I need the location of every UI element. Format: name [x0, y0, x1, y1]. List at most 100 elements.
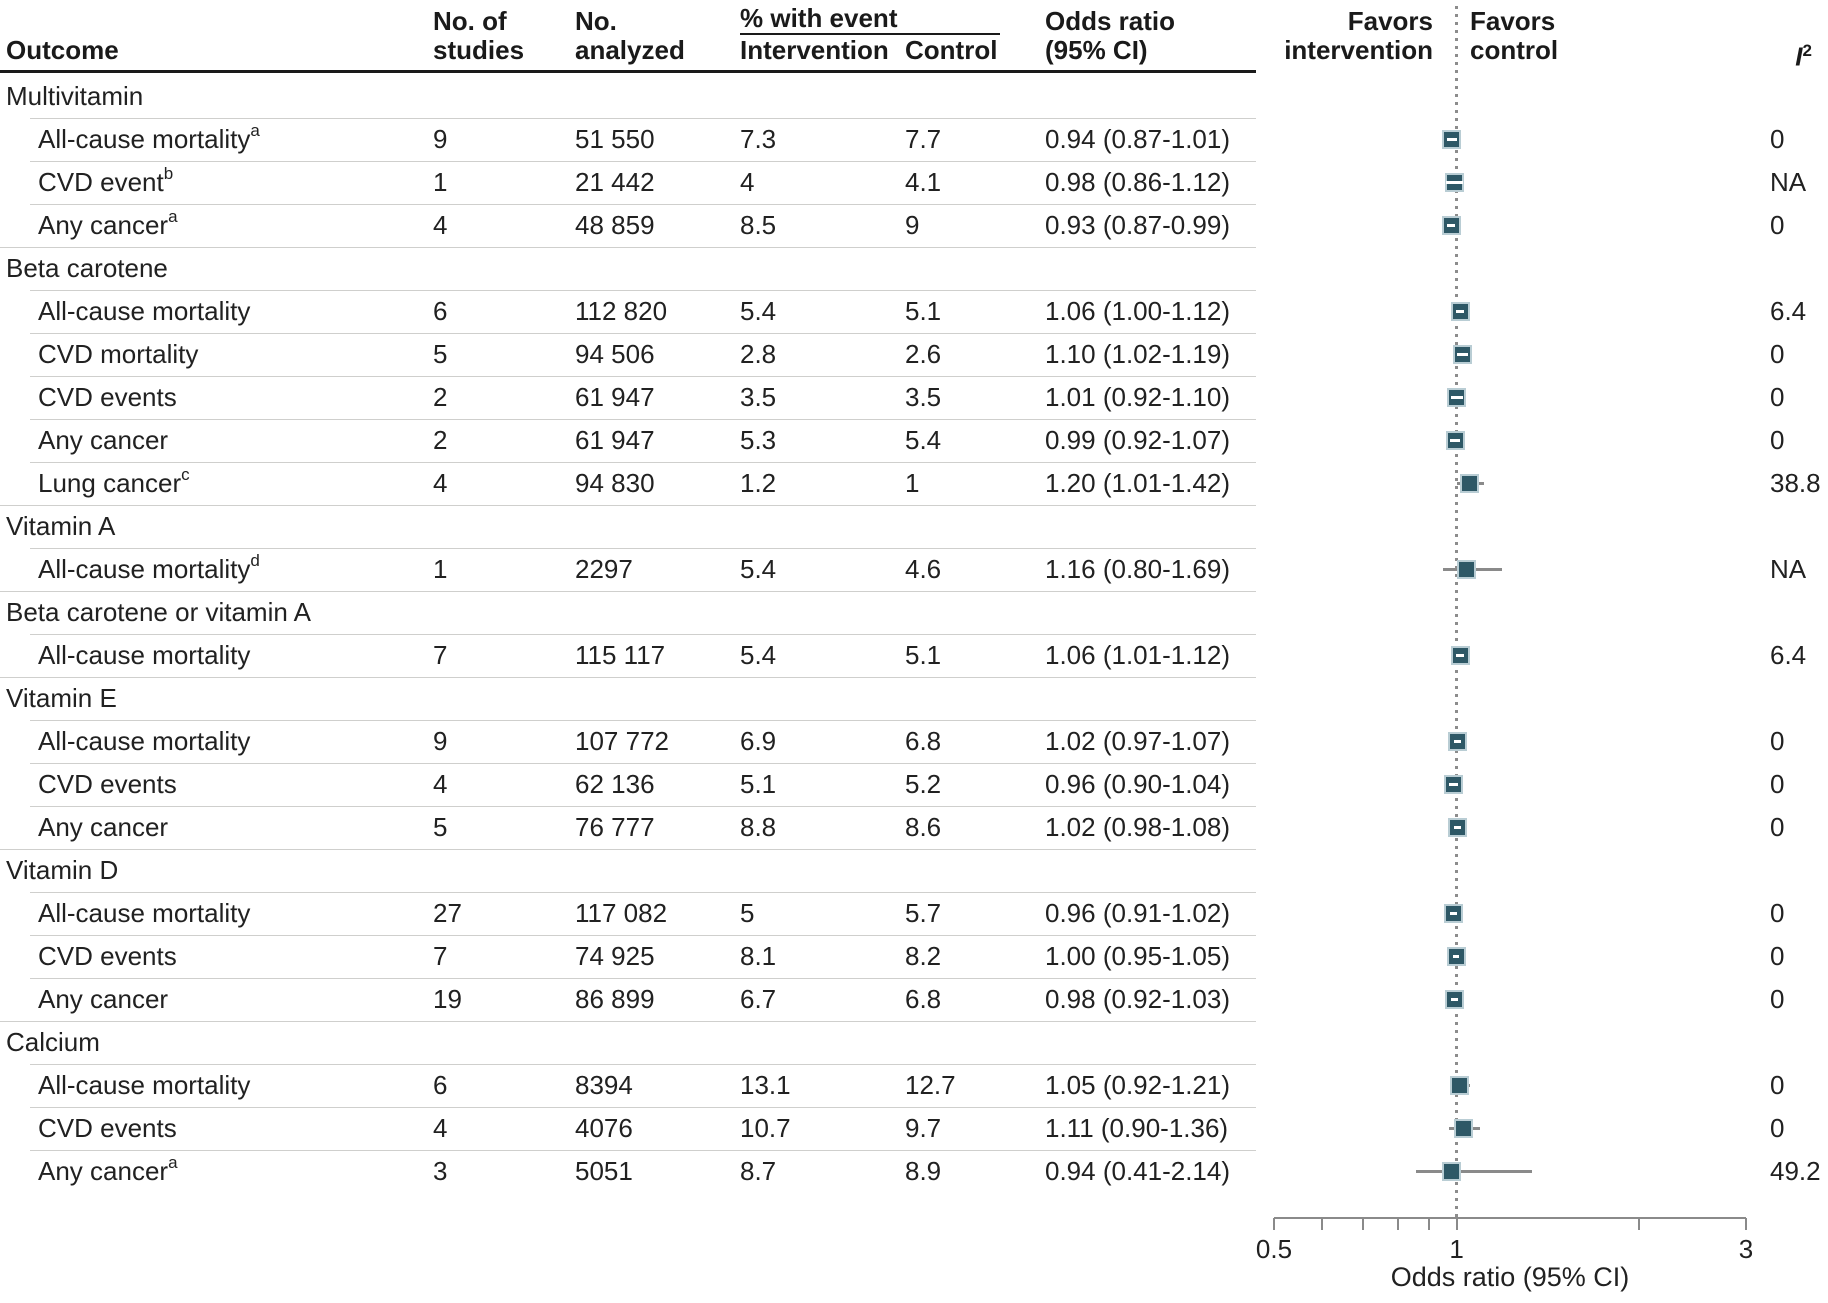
no-analyzed-value: 112 820 [575, 296, 668, 326]
footnote-superscript: c [181, 465, 190, 484]
no-analyzed-value: 76 777 [575, 812, 655, 842]
pct-intervention-value: 7.3 [740, 124, 777, 154]
ci-inner-line [1449, 912, 1457, 915]
pct-control-value: 2.6 [905, 339, 942, 369]
row-divider [0, 505, 1256, 506]
row-divider [0, 591, 1256, 592]
table-row: Any cancer 2 61 947 5.3 5.4 0.99 (0.92-1.07) 0 [0, 419, 1828, 462]
odds-ratio-ci-value: 1.02 (0.97-1.07) [1045, 726, 1231, 756]
i2-value: 0 [1770, 812, 1785, 842]
i2-value: 0 [1770, 898, 1785, 928]
table-row: CVD events 7 74 925 8.1 8.2 1.00 (0.95-1.05) 0 [0, 935, 1828, 978]
outcome-label: Any cancera [38, 207, 178, 240]
pct-intervention-value: 5.1 [740, 769, 777, 799]
odds-ratio-marker [1442, 1162, 1462, 1181]
favors-control-label-line2: control [1470, 35, 1559, 65]
table-row: Any cancera 3 5051 8.7 8.9 0.94 (0.41-2.14) 49… [0, 1150, 1828, 1193]
row-divider [30, 720, 1256, 721]
i2-value: 0 [1770, 726, 1785, 756]
no-of-studies-value: 7 [433, 640, 448, 670]
row-divider [30, 419, 1256, 420]
odds-ratio-marker [1459, 474, 1479, 493]
outcome-label: All-cause mortality [38, 726, 251, 756]
no-analyzed-value: 21 442 [575, 167, 655, 197]
no-analyzed-value: 62 136 [575, 769, 655, 799]
row-divider [30, 1150, 1256, 1151]
footnote-superscript: a [168, 1153, 178, 1172]
column-header-no-of-studies-line1: No. of [433, 6, 507, 36]
pct-control-value: 9 [905, 210, 920, 240]
ci-inner-line [1456, 654, 1464, 657]
odds-ratio-ci-value: 1.10 (1.02-1.19) [1045, 339, 1231, 369]
outcome-label: CVD eventb [38, 164, 174, 197]
no-analyzed-value: 4076 [575, 1113, 633, 1143]
i2-value: 0 [1770, 984, 1785, 1014]
no-analyzed-value: 8394 [575, 1070, 633, 1100]
ci-inner-line [1453, 826, 1461, 829]
odds-ratio-ci-value: 1.16 (0.80-1.69) [1045, 554, 1231, 584]
no-of-studies-value: 6 [433, 1070, 448, 1100]
row-divider [30, 763, 1256, 764]
outcome-label: All-cause mortalitya [38, 121, 260, 154]
outcome-section-label: Beta carotene [6, 253, 168, 283]
row-divider [0, 247, 1256, 248]
x-axis-tick [1361, 1218, 1364, 1230]
odds-ratio-ci-value: 0.96 (0.90-1.04) [1045, 769, 1231, 799]
no-analyzed-value: 94 506 [575, 339, 655, 369]
no-of-studies-value: 9 [433, 124, 448, 154]
outcome-label: All-cause mortality [38, 1070, 251, 1100]
row-divider [30, 806, 1256, 807]
odds-ratio-ci-value: 1.06 (1.01-1.12) [1045, 640, 1231, 670]
outcome-label: CVD events [38, 941, 177, 971]
i2-value: 0 [1770, 425, 1785, 455]
odds-ratio-ci-value: 1.01 (0.92-1.10) [1045, 382, 1231, 412]
no-analyzed-value: 51 550 [575, 124, 655, 154]
row-divider [30, 204, 1256, 205]
no-of-studies-value: 5 [433, 812, 448, 842]
odds-ratio-ci-value: 1.00 (0.95-1.05) [1045, 941, 1231, 971]
pct-control-value: 8.9 [905, 1156, 942, 1186]
i2-value: 0 [1770, 941, 1785, 971]
section-header-row: Beta carotene or vitamin A [0, 591, 1828, 634]
pct-intervention-value: 4 [740, 167, 755, 197]
table-row: All-cause mortality 6 8394 13.1 12.7 1.05 (0.… [0, 1064, 1828, 1107]
outcome-label: CVD events [38, 769, 177, 799]
favors-control-label-line1: Favors [1470, 6, 1556, 36]
outcome-label: All-cause mortality [38, 640, 251, 670]
odds-ratio-ci-value: 0.98 (0.92-1.03) [1045, 984, 1231, 1014]
row-divider [30, 333, 1256, 334]
column-header-intervention: Intervention [740, 35, 889, 65]
outcome-label: All-cause mortality [38, 296, 251, 326]
table-row: All-cause mortality 27 117 082 5 5.7 0.96 (0.… [0, 892, 1828, 935]
no-of-studies-value: 4 [433, 769, 448, 799]
row-divider [30, 892, 1256, 893]
pct-intervention-value: 10.7 [740, 1113, 791, 1143]
table-row: Lung cancerc 4 94 830 1.2 1 1.20 (1.01-1.42) 3… [0, 462, 1828, 505]
i2-value: 0 [1770, 382, 1785, 412]
ci-inner-line [1448, 783, 1458, 786]
footnote-superscript: d [250, 551, 260, 570]
x-axis-tick-label: 0.5 [1255, 1234, 1293, 1264]
column-header-no-of-studies-line2: studies [433, 35, 525, 65]
i2-value: 38.8 [1770, 468, 1821, 498]
table-row: Any cancer 5 76 777 8.8 8.6 1.02 (0.98-1.08) 0 [0, 806, 1828, 849]
odds-ratio-ci-value: 0.93 (0.87-0.99) [1045, 210, 1231, 240]
no-of-studies-value: 5 [433, 339, 448, 369]
ci-inner-line [1453, 740, 1461, 743]
i2-value: 49.2 [1770, 1156, 1821, 1186]
no-of-studies-value: 1 [433, 167, 448, 197]
outcome-label: Lung cancerc [38, 465, 190, 498]
odds-ratio-ci-value: 1.11 (0.90-1.36) [1045, 1113, 1229, 1143]
i2-value: 0 [1770, 210, 1785, 240]
outcome-label: CVD events [38, 1113, 177, 1143]
table-row: CVD events 2 61 947 3.5 3.5 1.01 (0.92-1.10) 0 [0, 376, 1828, 419]
row-divider [0, 677, 1256, 678]
pct-control-value: 8.2 [905, 941, 942, 971]
pct-intervention-value: 5.4 [740, 296, 777, 326]
pct-intervention-value: 8.1 [740, 941, 777, 971]
pct-intervention-value: 5.4 [740, 640, 777, 670]
x-axis-tick [1321, 1218, 1324, 1230]
no-analyzed-value: 48 859 [575, 210, 655, 240]
no-analyzed-value: 107 772 [575, 726, 669, 756]
ci-inner-line [1447, 224, 1456, 227]
